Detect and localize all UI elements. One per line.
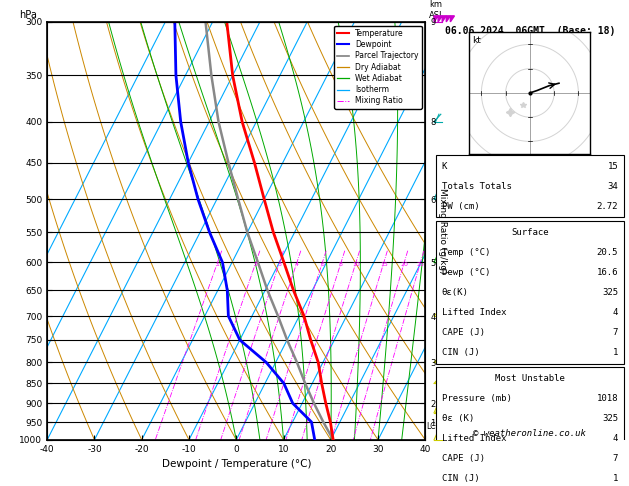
Text: km
ASL: km ASL [429,0,445,20]
Bar [436,155,624,217]
Text: 06.06.2024  06GMT  (Base: 18): 06.06.2024 06GMT (Base: 18) [445,26,615,36]
Text: K: K [442,161,447,171]
Text: θε(K): θε(K) [442,288,469,297]
Text: Lifted Index: Lifted Index [442,434,506,443]
Text: CAPE (J): CAPE (J) [442,454,484,463]
Y-axis label: Mixing Ratio (g/kg): Mixing Ratio (g/kg) [438,188,447,274]
Bar [436,221,624,364]
Text: Totals Totals: Totals Totals [442,182,511,191]
Text: 20: 20 [400,262,408,267]
Legend: Temperature, Dewpoint, Parcel Trajectory, Dry Adiabat, Wet Adiabat, Isotherm, Mi: Temperature, Dewpoint, Parcel Trajectory… [335,26,421,108]
Text: Surface: Surface [511,227,548,237]
Text: 15: 15 [608,161,618,171]
X-axis label: Dewpoint / Temperature (°C): Dewpoint / Temperature (°C) [162,459,311,469]
Text: 2: 2 [254,262,258,267]
Text: 325: 325 [602,288,618,297]
Text: 1018: 1018 [597,394,618,403]
Text: 1: 1 [613,348,618,357]
Text: Dewp (°C): Dewp (°C) [442,268,490,277]
Polygon shape [442,16,447,22]
Polygon shape [447,16,450,22]
Text: 10: 10 [352,262,360,267]
Polygon shape [450,16,455,22]
Text: 20.5: 20.5 [597,248,618,257]
Text: hPa: hPa [19,10,36,20]
Polygon shape [438,16,442,22]
Text: Lifted Index: Lifted Index [442,308,506,317]
Text: 325: 325 [602,414,618,423]
Text: © weatheronline.co.uk: © weatheronline.co.uk [474,429,586,438]
Text: CIN (J): CIN (J) [442,348,479,357]
Text: LCL: LCL [426,422,440,431]
Bar [436,367,624,486]
Text: 1: 1 [613,474,618,483]
Text: CAPE (J): CAPE (J) [442,328,484,337]
Text: 6: 6 [320,262,325,267]
Text: PW (cm): PW (cm) [442,202,479,211]
Text: 2.72: 2.72 [597,202,618,211]
Text: Most Unstable: Most Unstable [495,374,565,383]
Polygon shape [434,16,438,22]
Text: 1: 1 [216,262,220,267]
Text: Pressure (mb): Pressure (mb) [442,394,511,403]
Text: 16.6: 16.6 [597,268,618,277]
Text: θε (K): θε (K) [442,414,474,423]
Text: 7: 7 [613,454,618,463]
Text: 3: 3 [277,262,282,267]
Text: 15: 15 [380,262,387,267]
Text: 4: 4 [613,308,618,317]
Text: 4: 4 [295,262,299,267]
Text: 25: 25 [416,262,425,267]
Text: CIN (J): CIN (J) [442,474,479,483]
Text: Temp (°C): Temp (°C) [442,248,490,257]
Text: 4: 4 [613,434,618,443]
Text: 8: 8 [339,262,343,267]
Text: 34: 34 [608,182,618,191]
Text: 7: 7 [613,328,618,337]
